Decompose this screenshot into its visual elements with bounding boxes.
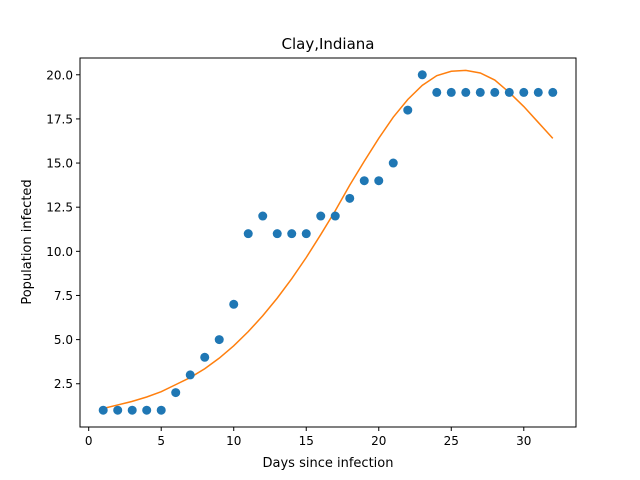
data-point [98, 405, 108, 415]
series-line-layer [103, 69, 554, 410]
x-tick-label: 25 [444, 434, 459, 448]
data-point [548, 87, 558, 97]
y-tick-label: 17.5 [46, 112, 73, 126]
data-point [229, 299, 239, 309]
y-tick-label: 10.0 [46, 245, 73, 259]
y-axis-label: Population infected [20, 179, 35, 304]
fit-line [103, 69, 554, 410]
data-point [316, 211, 326, 221]
data-point [200, 352, 210, 362]
y-tick-label: 2.5 [54, 377, 73, 391]
data-point [345, 193, 355, 203]
data-point [258, 211, 268, 221]
y-tick-label: 15.0 [46, 157, 73, 171]
y-ticks: 2.5 5.0 7.5 10.0 12.5 15.0 17.5 20.0 [46, 68, 80, 391]
data-point [214, 335, 224, 345]
data-point [461, 87, 471, 97]
data-point [330, 211, 340, 221]
x-axis-label: Days since infection [263, 456, 394, 471]
data-point [301, 229, 311, 239]
data-point [417, 70, 427, 80]
data-point [272, 229, 282, 239]
data-point [432, 87, 442, 97]
data-point [142, 405, 152, 415]
y-tick-label: 12.5 [46, 201, 73, 215]
series-point-layer [98, 70, 558, 415]
data-point [287, 229, 297, 239]
data-point [156, 405, 166, 415]
plot-frame [79, 57, 577, 428]
data-point [403, 105, 413, 115]
data-point [490, 87, 500, 97]
data-point [388, 158, 398, 168]
data-point [171, 388, 181, 398]
data-point [374, 176, 384, 186]
data-point [504, 87, 514, 97]
data-point [519, 87, 529, 97]
y-tick-label: 7.5 [54, 289, 73, 303]
y-tick-label: 20.0 [46, 68, 73, 82]
data-point [359, 176, 369, 186]
y-tick-label: 5.0 [54, 333, 73, 347]
x-tick-label: 30 [516, 434, 531, 448]
x-tick-label: 20 [371, 434, 386, 448]
data-point [243, 229, 253, 239]
data-point [533, 87, 543, 97]
data-point [127, 405, 137, 415]
x-tick-label: 10 [226, 434, 241, 448]
data-point [446, 87, 456, 97]
x-tick-label: 15 [299, 434, 314, 448]
x-tick-label: 5 [157, 434, 165, 448]
data-point [475, 87, 485, 97]
x-tick-label: 0 [85, 434, 93, 448]
data-point [185, 370, 195, 380]
x-ticks: 0 5 10 15 20 25 30 [85, 427, 531, 448]
data-point [113, 405, 123, 415]
chart-title: Clay,Indiana [282, 35, 375, 53]
